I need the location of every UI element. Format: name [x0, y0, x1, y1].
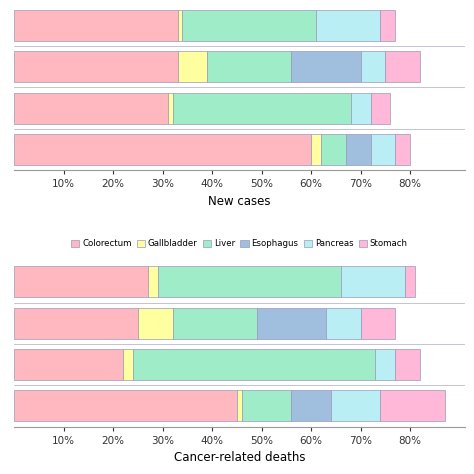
Bar — [173, 308, 257, 339]
Bar — [361, 308, 395, 339]
Bar — [346, 134, 371, 165]
Bar — [321, 134, 346, 165]
Bar — [158, 266, 341, 297]
Bar — [292, 51, 361, 82]
Bar — [316, 10, 381, 41]
Bar — [14, 391, 237, 421]
Bar — [178, 10, 182, 41]
Bar — [381, 10, 395, 41]
Bar — [173, 92, 351, 124]
Bar — [311, 134, 321, 165]
Bar — [395, 134, 410, 165]
Bar — [14, 92, 168, 124]
Bar — [361, 51, 385, 82]
Legend: Colorectum, Gallbladder, Liver, Esophagus, Pancreas, Stomach: Colorectum, Gallbladder, Liver, Esophagu… — [67, 236, 411, 252]
Bar — [405, 266, 415, 297]
Bar — [381, 391, 445, 421]
Bar — [385, 51, 420, 82]
Bar — [14, 51, 178, 82]
Bar — [395, 349, 420, 380]
Bar — [178, 51, 207, 82]
Bar — [242, 391, 292, 421]
Bar — [371, 92, 390, 124]
Bar — [375, 349, 395, 380]
Bar — [133, 349, 375, 380]
Bar — [331, 391, 381, 421]
Bar — [257, 308, 326, 339]
Bar — [14, 349, 123, 380]
Bar — [371, 134, 395, 165]
Bar — [14, 10, 178, 41]
Bar — [168, 92, 173, 124]
Bar — [341, 266, 405, 297]
X-axis label: Cancer-related deaths: Cancer-related deaths — [173, 451, 305, 464]
Bar — [148, 266, 158, 297]
Bar — [207, 51, 292, 82]
X-axis label: New cases: New cases — [208, 195, 271, 208]
Bar — [326, 308, 361, 339]
Bar — [182, 10, 316, 41]
Bar — [14, 266, 148, 297]
Bar — [138, 308, 173, 339]
Bar — [292, 391, 331, 421]
Bar — [14, 308, 138, 339]
Bar — [237, 391, 242, 421]
Bar — [351, 92, 371, 124]
Bar — [123, 349, 133, 380]
Bar — [14, 134, 311, 165]
